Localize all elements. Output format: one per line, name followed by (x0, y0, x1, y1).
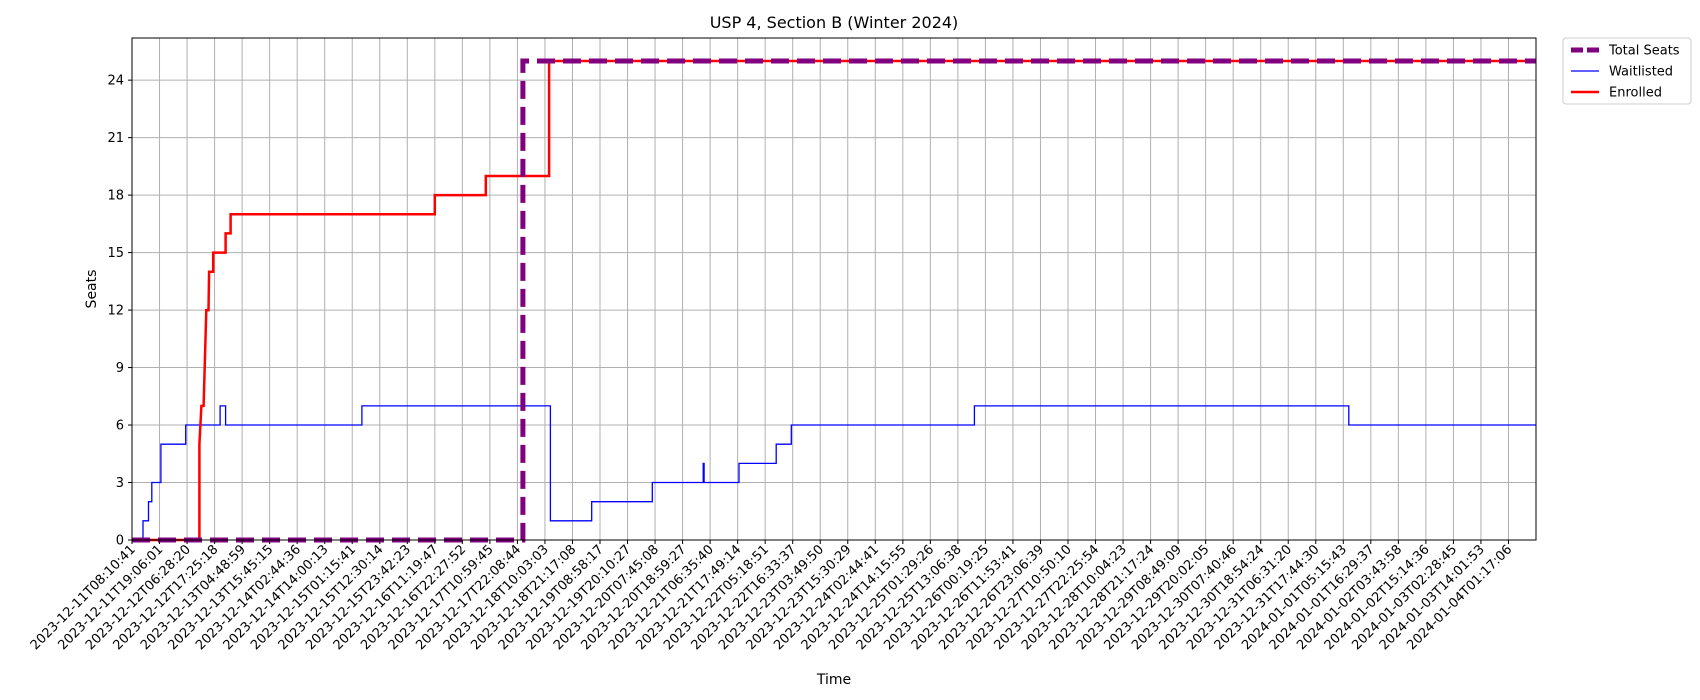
plot-frame (131, 37, 1537, 541)
series-line-enrolled (132, 59, 1536, 542)
y-tick-label: 9 (116, 361, 124, 376)
x-axis-label: Time (816, 672, 851, 688)
legend-label-enrolled: Enrolled (1609, 86, 1662, 101)
y-tick-label: 12 (107, 304, 124, 319)
y-tick-label: 3 (116, 476, 124, 491)
legend-box (1562, 37, 1692, 105)
legend-label-waitlisted: Waitlisted (1609, 65, 1673, 80)
legend-label-total-seats: Total Seats (1608, 44, 1680, 59)
y-axis-ticks: 0 3 6 9 12 15 18 21 24 (107, 74, 132, 549)
y-axis-label: Seats (84, 270, 100, 309)
y-tick-label: 0 (116, 534, 124, 549)
series-line-waitlisted (132, 405, 1536, 541)
legend: Total Seats Waitlisted Enrolled (1562, 37, 1692, 105)
chart-title: USP 4, Section B (Winter 2024) (710, 13, 959, 32)
y-tick-label: 6 (116, 419, 124, 434)
y-tick-label: 18 (107, 189, 124, 204)
y-tick-label: 24 (107, 74, 124, 89)
grid (131, 38, 1536, 541)
y-tick-label: 15 (107, 246, 124, 261)
x-axis-ticks: 2023-12-11T08:10:412023-12-11T19:06:0120… (28, 540, 1515, 653)
y-tick-label: 21 (107, 131, 124, 146)
